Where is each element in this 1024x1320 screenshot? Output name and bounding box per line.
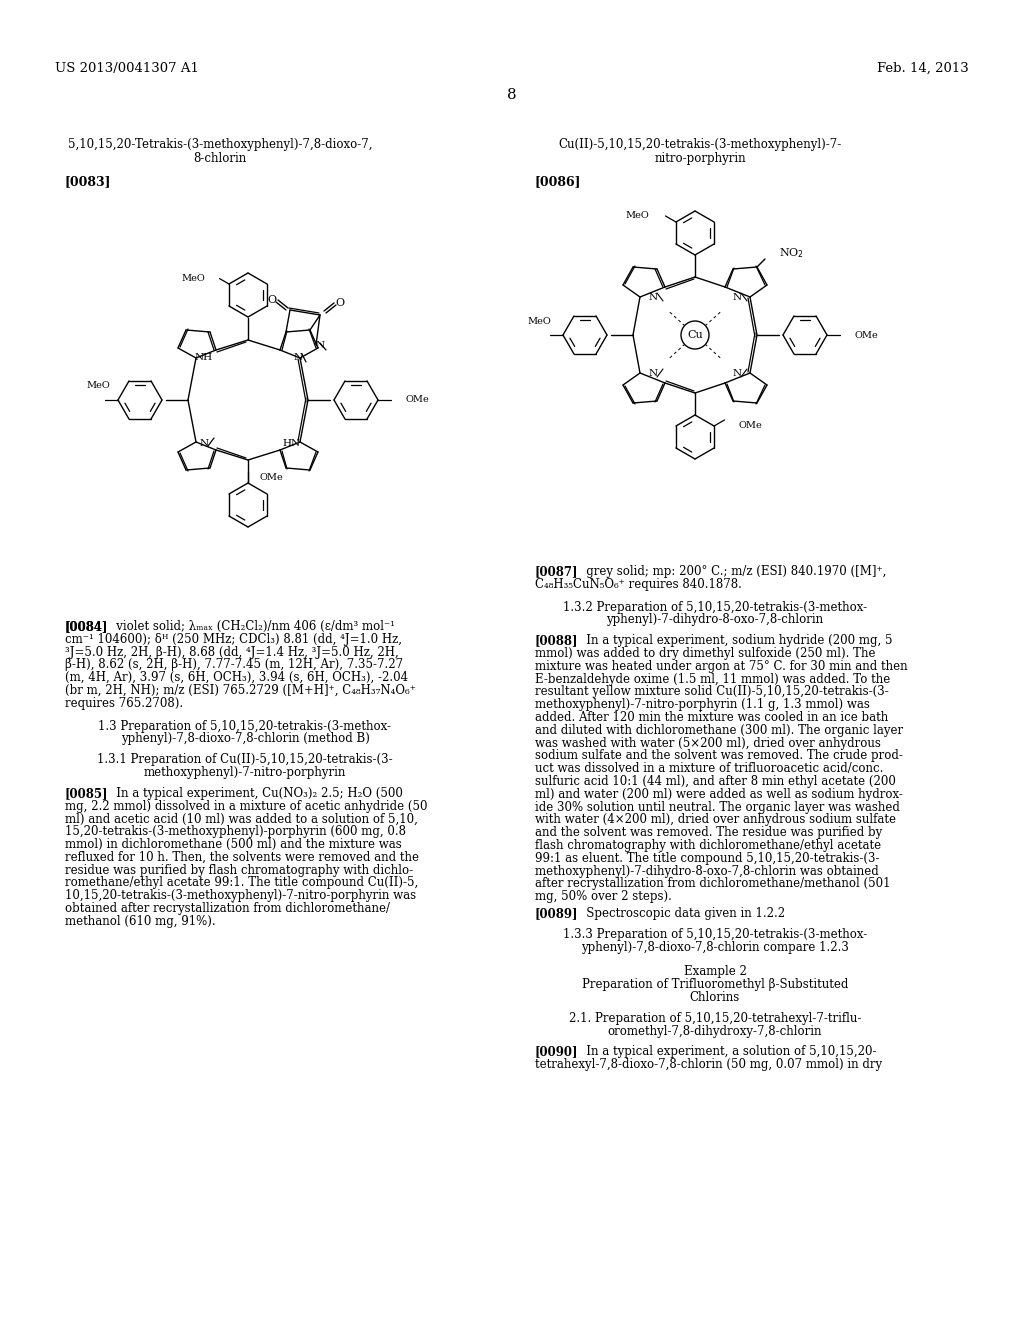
Text: 99:1 as eluent. The title compound 5,10,15,20-tetrakis-(3-: 99:1 as eluent. The title compound 5,10,… (535, 851, 880, 865)
Text: mg, 2.2 mmol) dissolved in a mixture of acetic anhydride (50: mg, 2.2 mmol) dissolved in a mixture of … (65, 800, 427, 813)
Text: after recrystallization from dichloromethane/methanol (501: after recrystallization from dichloromet… (535, 878, 891, 891)
Text: N: N (732, 368, 741, 378)
Text: methoxyphenyl)-7-nitro-porphyrin: methoxyphenyl)-7-nitro-porphyrin (143, 766, 346, 779)
Text: residue was purified by flash chromatography with dichlo-: residue was purified by flash chromatogr… (65, 863, 413, 876)
Text: MeO: MeO (87, 381, 111, 391)
Text: grey solid; mp: 200° C.; m/z (ESI) 840.1970 ([M]⁺,: grey solid; mp: 200° C.; m/z (ESI) 840.1… (575, 565, 887, 578)
Text: N: N (315, 342, 325, 351)
Circle shape (681, 321, 709, 348)
Text: (m, 4H, Ar), 3.97 (s, 6H, OCH₃), 3.94 (s, 6H, OCH₃), -2.04: (m, 4H, Ar), 3.97 (s, 6H, OCH₃), 3.94 (s… (65, 671, 409, 684)
Text: flash chromatography with dichloromethane/ethyl acetate: flash chromatography with dichloromethan… (535, 840, 881, 851)
Text: Cu: Cu (687, 330, 702, 341)
Text: sulfuric acid 10:1 (44 ml), and after 8 min ethyl acetate (200: sulfuric acid 10:1 (44 ml), and after 8 … (535, 775, 896, 788)
Text: mixture was heated under argon at 75° C. for 30 min and then: mixture was heated under argon at 75° C.… (535, 660, 907, 673)
Text: resultant yellow mixture solid Cu(II)-5,10,15,20-tetrakis-(3-: resultant yellow mixture solid Cu(II)-5,… (535, 685, 889, 698)
Text: [0087]: [0087] (535, 565, 579, 578)
Text: Cu(II)-5,10,15,20-tetrakis-(3-methoxyphenyl)-7-: Cu(II)-5,10,15,20-tetrakis-(3-methoxyphe… (558, 139, 842, 150)
Text: 8-chlorin: 8-chlorin (194, 152, 247, 165)
Text: ml) and acetic acid (10 ml) was added to a solution of 5,10,: ml) and acetic acid (10 ml) was added to… (65, 812, 418, 825)
Text: Spectroscopic data given in 1.2.2: Spectroscopic data given in 1.2.2 (575, 907, 785, 920)
Text: N: N (648, 368, 657, 378)
Text: mg, 50% over 2 steps).: mg, 50% over 2 steps). (535, 890, 672, 903)
Text: yphenyl)-7,8-dioxo-7,8-chlorin (method B): yphenyl)-7,8-dioxo-7,8-chlorin (method B… (121, 733, 370, 746)
Text: sodium sulfate and the solvent was removed. The crude prod-: sodium sulfate and the solvent was remov… (535, 750, 903, 763)
Text: OMe: OMe (738, 421, 762, 430)
Text: yphenyl)-7-dihydro-8-oxo-7,8-chlorin: yphenyl)-7-dihydro-8-oxo-7,8-chlorin (606, 614, 823, 627)
Text: OMe: OMe (406, 396, 429, 404)
Text: ml) and water (200 ml) were added as well as sodium hydrox-: ml) and water (200 ml) were added as wel… (535, 788, 903, 801)
Text: methoxyphenyl)-7-nitro-porphyrin (1.1 g, 1.3 mmol) was: methoxyphenyl)-7-nitro-porphyrin (1.1 g,… (535, 698, 869, 711)
Text: O: O (267, 294, 276, 305)
Text: [0088]: [0088] (535, 634, 579, 647)
Text: violet solid; λₘₐₓ (CH₂Cl₂)/nm 406 (ε/dm³ mol⁻¹: violet solid; λₘₐₓ (CH₂Cl₂)/nm 406 (ε/dm… (105, 620, 395, 634)
Text: HN: HN (283, 438, 301, 447)
Text: requires 765.2708).: requires 765.2708). (65, 697, 183, 710)
Text: N: N (200, 438, 209, 447)
Text: MeO: MeO (181, 275, 206, 282)
Text: Chlorins: Chlorins (690, 991, 740, 1005)
Text: 2.1. Preparation of 5,10,15,20-tetrahexyl-7-triflu-: 2.1. Preparation of 5,10,15,20-tetrahexy… (568, 1012, 861, 1024)
Text: Preparation of Trifluoromethyl β-Substituted: Preparation of Trifluoromethyl β-Substit… (582, 978, 848, 991)
Text: β-H), 8.62 (s, 2H, β-H), 7.77-7.45 (m, 12H, Ar), 7.35-7.27: β-H), 8.62 (s, 2H, β-H), 7.77-7.45 (m, 1… (65, 659, 403, 672)
Text: MeO: MeO (626, 211, 649, 220)
Text: nitro-porphyrin: nitro-porphyrin (654, 152, 745, 165)
Text: yphenyl)-7,8-dioxo-7,8-chlorin compare 1.2.3: yphenyl)-7,8-dioxo-7,8-chlorin compare 1… (581, 941, 849, 953)
Text: 1.3.3 Preparation of 5,10,15,20-tetrakis-(3-methox-: 1.3.3 Preparation of 5,10,15,20-tetrakis… (563, 928, 867, 941)
Text: O: O (336, 298, 344, 308)
Text: NO$_2$: NO$_2$ (779, 246, 804, 260)
Text: 10,15,20-tetrakis-(3-methoxyphenyl)-7-nitro-porphyrin was: 10,15,20-tetrakis-(3-methoxyphenyl)-7-ni… (65, 890, 416, 902)
Text: refluxed for 10 h. Then, the solvents were removed and the: refluxed for 10 h. Then, the solvents we… (65, 851, 419, 863)
Text: N: N (732, 293, 741, 301)
Text: OMe: OMe (260, 474, 284, 483)
Text: 5,10,15,20-Tetrakis-(3-methoxyphenyl)-7,8-dioxo-7,: 5,10,15,20-Tetrakis-(3-methoxyphenyl)-7,… (68, 139, 373, 150)
Text: [0090]: [0090] (535, 1045, 579, 1059)
Text: (br m, 2H, NH); m/z (ESI) 765.2729 ([M+H]⁺, C₄₈H₃₇N₄O₆⁺: (br m, 2H, NH); m/z (ESI) 765.2729 ([M+H… (65, 684, 416, 697)
Text: tetrahexyl-7,8-dioxo-7,8-chlorin (50 mg, 0.07 mmol) in dry: tetrahexyl-7,8-dioxo-7,8-chlorin (50 mg,… (535, 1059, 882, 1072)
Text: uct was dissolved in a mixture of trifluoroacetic acid/conc.: uct was dissolved in a mixture of triflu… (535, 762, 884, 775)
Text: added. After 120 min the mixture was cooled in an ice bath: added. After 120 min the mixture was coo… (535, 711, 888, 723)
Text: methoxyphenyl)-7-dihydro-8-oxo-7,8-chlorin was obtained: methoxyphenyl)-7-dihydro-8-oxo-7,8-chlor… (535, 865, 879, 878)
Text: [0083]: [0083] (65, 176, 112, 187)
Text: with water (4×200 ml), dried over anhydrous sodium sulfate: with water (4×200 ml), dried over anhydr… (535, 813, 896, 826)
Text: In a typical experiment, a solution of 5,10,15,20-: In a typical experiment, a solution of 5… (575, 1045, 877, 1059)
Text: In a typical experiment, sodium hydride (200 mg, 5: In a typical experiment, sodium hydride … (575, 634, 893, 647)
Text: N: N (294, 352, 302, 362)
Text: 15,20-tetrakis-(3-methoxyphenyl)-porphyrin (600 mg, 0.8: 15,20-tetrakis-(3-methoxyphenyl)-porphyr… (65, 825, 406, 838)
Text: E-benzaldehyde oxime (1.5 ml, 11 mmol) was added. To the: E-benzaldehyde oxime (1.5 ml, 11 mmol) w… (535, 673, 890, 685)
Text: romethane/ethyl acetate 99:1. The title compound Cu(II)-5,: romethane/ethyl acetate 99:1. The title … (65, 876, 418, 890)
Text: 8: 8 (507, 88, 517, 102)
Text: [0086]: [0086] (535, 176, 582, 187)
Text: [0089]: [0089] (535, 907, 579, 920)
Text: mmol) was added to dry dimethyl sulfoxide (250 ml). The: mmol) was added to dry dimethyl sulfoxid… (535, 647, 876, 660)
Text: Example 2: Example 2 (684, 965, 746, 978)
Text: NH: NH (195, 352, 213, 362)
Text: Feb. 14, 2013: Feb. 14, 2013 (878, 62, 969, 75)
Text: OMe: OMe (854, 330, 878, 339)
Text: N: N (648, 293, 657, 301)
Text: was washed with water (5×200 ml), dried over anhydrous: was washed with water (5×200 ml), dried … (535, 737, 881, 750)
Text: and the solvent was removed. The residue was purified by: and the solvent was removed. The residue… (535, 826, 883, 840)
Text: MeO: MeO (528, 317, 552, 326)
Text: 1.3.2 Preparation of 5,10,15,20-tetrakis-(3-methox-: 1.3.2 Preparation of 5,10,15,20-tetrakis… (563, 601, 867, 614)
Text: C₄₈H₃₅CuN₅O₆⁺ requires 840.1878.: C₄₈H₃₅CuN₅O₆⁺ requires 840.1878. (535, 578, 741, 591)
Text: methanol (610 mg, 91%).: methanol (610 mg, 91%). (65, 915, 216, 928)
Text: ide 30% solution until neutral. The organic layer was washed: ide 30% solution until neutral. The orga… (535, 801, 900, 813)
Text: mmol) in dichloromethane (500 ml) and the mixture was: mmol) in dichloromethane (500 ml) and th… (65, 838, 401, 851)
Text: [0085]: [0085] (65, 787, 109, 800)
Text: [0084]: [0084] (65, 620, 109, 634)
Text: In a typical experiment, Cu(NO₃)₂ 2.5; H₂O (500: In a typical experiment, Cu(NO₃)₂ 2.5; H… (105, 787, 402, 800)
Text: cm⁻¹ 104600); δᴴ (250 MHz; CDCl₃) 8.81 (dd, ⁴J=1.0 Hz,: cm⁻¹ 104600); δᴴ (250 MHz; CDCl₃) 8.81 (… (65, 632, 402, 645)
Text: obtained after recrystallization from dichloromethane/: obtained after recrystallization from di… (65, 902, 390, 915)
Text: [0084]: [0084] (65, 620, 109, 634)
Text: US 2013/0041307 A1: US 2013/0041307 A1 (55, 62, 199, 75)
Text: 1.3 Preparation of 5,10,15,20-tetrakis-(3-methox-: 1.3 Preparation of 5,10,15,20-tetrakis-(… (98, 719, 391, 733)
Text: oromethyl-7,8-dihydroxy-7,8-chlorin: oromethyl-7,8-dihydroxy-7,8-chlorin (608, 1024, 822, 1038)
Text: 1.3.1 Preparation of Cu(II)-5,10,15,20-tetrakis-(3-: 1.3.1 Preparation of Cu(II)-5,10,15,20-t… (97, 754, 393, 766)
Text: ³J=5.0 Hz, 2H, β-H), 8.68 (dd, ⁴J=1.4 Hz, ³J=5.0 Hz, 2H,: ³J=5.0 Hz, 2H, β-H), 8.68 (dd, ⁴J=1.4 Hz… (65, 645, 398, 659)
Text: and diluted with dichloromethane (300 ml). The organic layer: and diluted with dichloromethane (300 ml… (535, 723, 903, 737)
